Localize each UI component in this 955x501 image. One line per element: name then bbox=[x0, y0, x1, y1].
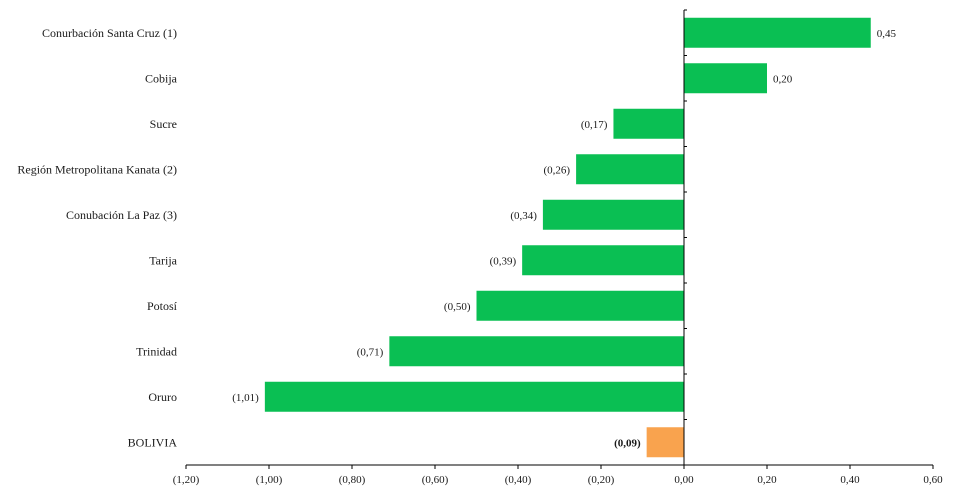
data-label: (0,39) bbox=[490, 255, 517, 267]
bar bbox=[576, 154, 684, 185]
x-tick-label: (1,20) bbox=[173, 474, 200, 486]
bar bbox=[476, 290, 684, 321]
bar bbox=[646, 427, 684, 458]
x-tick-label: (0,20) bbox=[588, 474, 615, 486]
category-label: Sucre bbox=[150, 117, 177, 131]
data-label: (0,09) bbox=[614, 437, 641, 449]
x-tick-label: 0,60 bbox=[923, 474, 943, 486]
category-label: Región Metropolitana Kanata (2) bbox=[17, 162, 177, 176]
category-label: Tarija bbox=[149, 253, 177, 267]
bar bbox=[389, 336, 684, 367]
data-label: (0,34) bbox=[510, 210, 537, 222]
data-label: (1,01) bbox=[232, 392, 259, 404]
category-label: Oruro bbox=[148, 390, 177, 404]
data-label: (0,71) bbox=[357, 346, 384, 358]
bar bbox=[542, 199, 684, 230]
x-tick-label: (0,60) bbox=[422, 474, 449, 486]
category-label: Cobija bbox=[145, 71, 178, 85]
x-tick-label: (0,80) bbox=[339, 474, 366, 486]
data-label: 0,45 bbox=[877, 28, 897, 40]
category-label: Potosí bbox=[147, 299, 178, 313]
bar bbox=[522, 245, 684, 276]
x-tick-label: (1,00) bbox=[256, 474, 283, 486]
data-label: (0,17) bbox=[581, 119, 608, 131]
category-label: Trinidad bbox=[136, 344, 177, 358]
x-tick-label: 0,40 bbox=[840, 474, 860, 486]
category-label: Conurbación Santa Cruz (1) bbox=[42, 26, 177, 40]
x-tick-label: 0,00 bbox=[674, 474, 694, 486]
bar bbox=[684, 63, 767, 94]
bar bbox=[264, 381, 684, 412]
bar bbox=[613, 108, 684, 139]
data-label: (0,50) bbox=[444, 301, 471, 313]
category-label: BOLIVIA bbox=[128, 435, 178, 449]
x-tick-label: (0,40) bbox=[505, 474, 532, 486]
data-label: (0,26) bbox=[544, 164, 571, 176]
category-label: Conubación La Paz (3) bbox=[66, 208, 177, 222]
data-label: 0,20 bbox=[773, 73, 793, 85]
x-tick-label: 0,20 bbox=[757, 474, 777, 486]
bar bbox=[684, 17, 871, 48]
